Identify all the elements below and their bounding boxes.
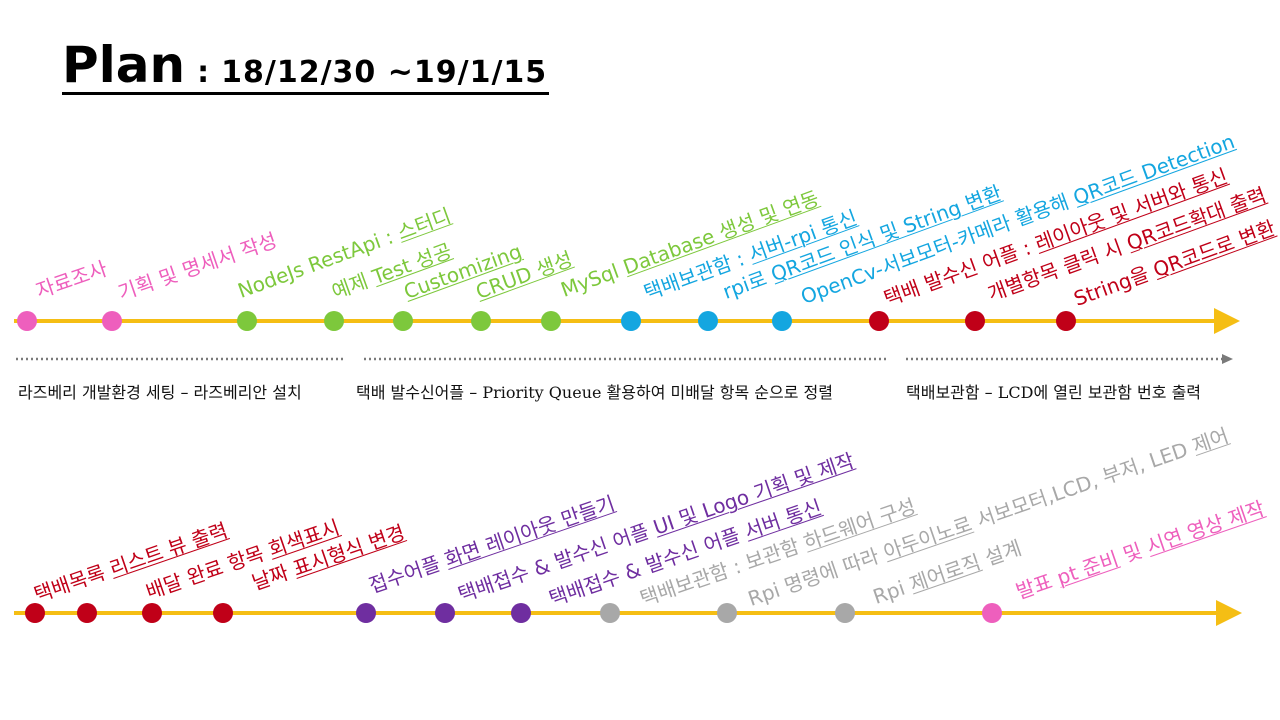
phase-divider-arrowhead xyxy=(1222,354,1233,364)
page-title: Plan:18/12/30 ~19/1/15 xyxy=(62,40,550,95)
title-colon: : xyxy=(197,55,210,90)
row1-milestones xyxy=(17,311,1076,331)
milestone-dot xyxy=(835,603,855,623)
milestone-dot xyxy=(237,311,257,331)
timeline-arrowhead-row1 xyxy=(1214,308,1240,334)
milestone-dot xyxy=(102,311,122,331)
milestone-dot xyxy=(1056,311,1076,331)
phase-note-app: 택배 발수신어플 – Priority Queue 활용하여 미배달 항목 순으… xyxy=(356,383,833,402)
milestone-dot xyxy=(213,603,233,623)
milestone-dot xyxy=(356,603,376,623)
milestone-dot xyxy=(17,311,37,331)
milestone-dot xyxy=(77,603,97,623)
milestone-dot xyxy=(965,311,985,331)
milestone-dot xyxy=(25,603,45,623)
milestone-dot xyxy=(435,603,455,623)
phase-note-raspberry: 라즈베리 개발환경 세팅 – 라즈베리안 설치 xyxy=(18,383,302,402)
milestone-dot xyxy=(393,311,413,331)
milestone-dot xyxy=(772,311,792,331)
milestone-dot xyxy=(621,311,641,331)
title-date-range: 18/12/30 ~19/1/15 xyxy=(221,55,548,90)
milestone-dot xyxy=(324,311,344,331)
title-main: Plan xyxy=(62,36,186,94)
milestone-dot xyxy=(471,311,491,331)
milestone-dot xyxy=(717,603,737,623)
milestone-dot xyxy=(698,311,718,331)
milestone-dot xyxy=(600,603,620,623)
phase-note-locker: 택배보관함 – LCD에 열린 보관함 번호 출력 xyxy=(906,383,1202,402)
row2-milestones xyxy=(25,603,1002,623)
milestone-dot xyxy=(541,311,561,331)
milestone-dot xyxy=(511,603,531,623)
timeline-arrowhead-row2 xyxy=(1216,600,1242,626)
milestone-dot xyxy=(982,603,1002,623)
milestone-dot xyxy=(142,603,162,623)
milestone-dot xyxy=(869,311,889,331)
